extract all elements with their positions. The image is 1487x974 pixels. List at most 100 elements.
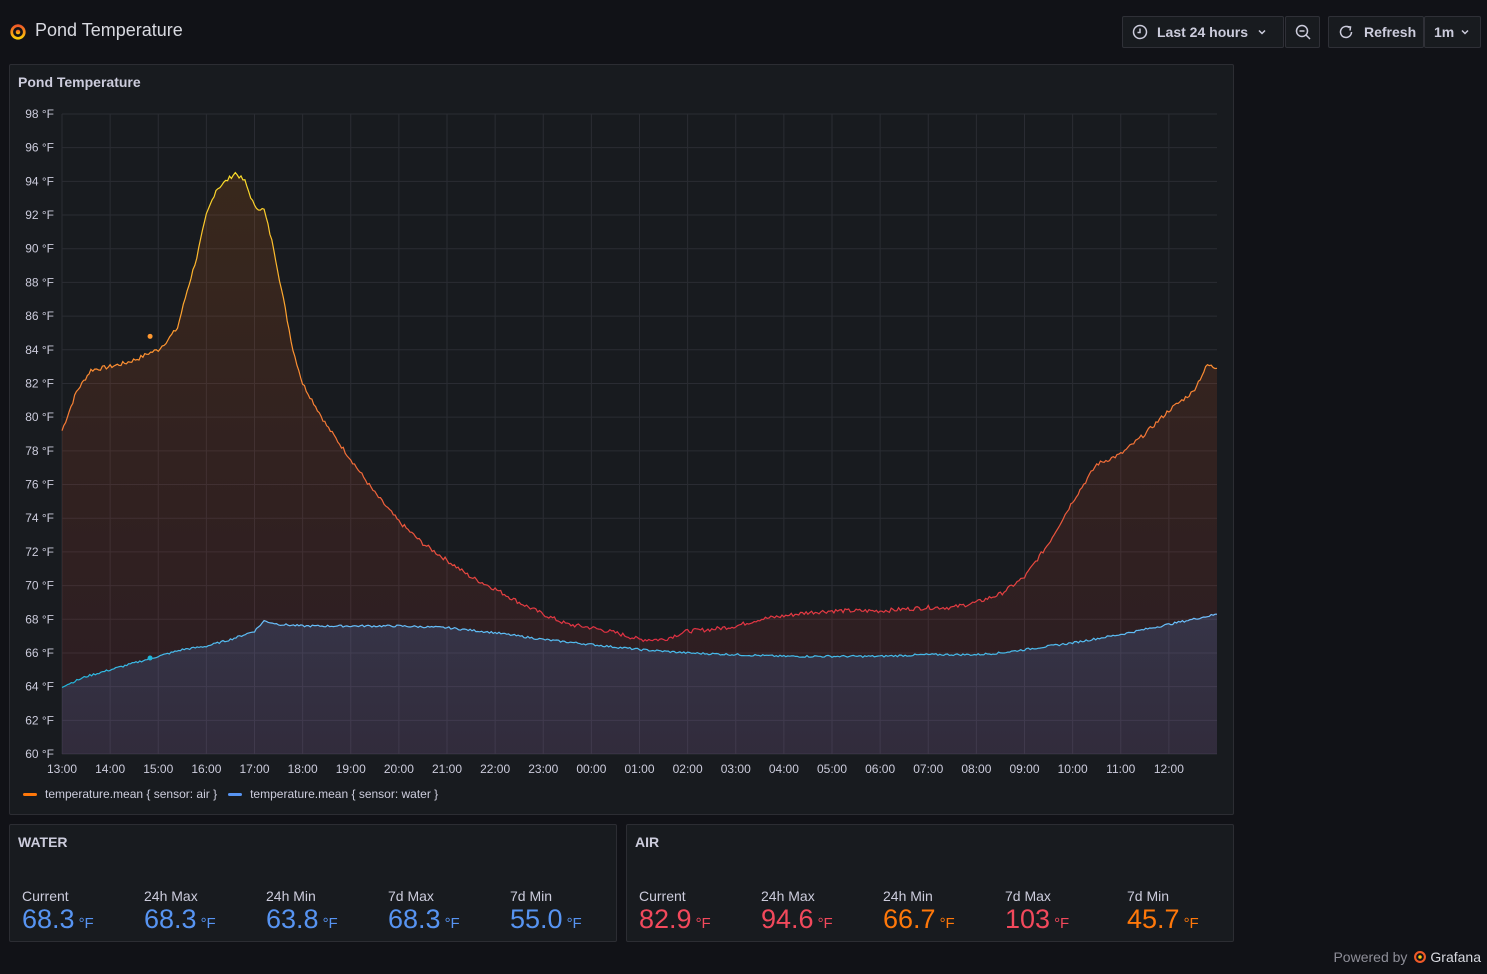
x-tick-label: 19:00 — [336, 762, 366, 776]
x-tick-label: 15:00 — [143, 762, 173, 776]
water-series-area — [62, 614, 1217, 754]
air-stat-panel: AIR Current 82.9 °F 24h Max 94.6 °F 24h Mi… — [626, 824, 1234, 942]
y-tick-label: 80 °F — [25, 410, 54, 424]
chart-panel: 60 °F 62 °F 64 °F 66 °F 68 °F 70 °F 72 °F 74 °F… — [9, 64, 1234, 815]
y-tick-label: 94 °F — [25, 174, 54, 188]
x-tick-label: 11:00 — [1106, 762, 1135, 776]
footer: Powered by Grafana — [1333, 949, 1481, 965]
y-tick-label: 98 °F — [25, 107, 54, 121]
air-stat-7d-min: 7d Min 45.7 °F — [1127, 888, 1199, 935]
water-stat-24h-min: 24h Min 63.8 °F — [266, 888, 338, 935]
stat-label: 7d Min — [1127, 888, 1170, 904]
stat-label: 24h Min — [883, 888, 933, 904]
y-tick-label: 74 °F — [25, 511, 54, 525]
y-tick-label: 68 °F — [25, 612, 54, 626]
refresh-button[interactable]: Refresh — [1328, 16, 1424, 48]
time-range-picker[interactable]: Last 24 hours — [1122, 16, 1284, 48]
y-tick-label: 64 °F — [25, 680, 54, 694]
legend-swatch-water — [228, 792, 243, 796]
chevron-down-icon — [1461, 29, 1469, 35]
water-stat-7d-max: 7d Max 68.3 °F — [388, 888, 460, 935]
stat-label: Current — [639, 888, 686, 904]
x-tick-label: 13:00 — [47, 762, 77, 776]
refresh-interval-picker[interactable]: 1m — [1424, 16, 1481, 48]
y-tick-label: 86 °F — [25, 309, 54, 323]
x-tick-label: 16:00 — [191, 762, 221, 776]
x-tick-label: 23:00 — [528, 762, 558, 776]
y-tick-label: 60 °F — [25, 747, 54, 761]
x-tick-label: 05:00 — [817, 762, 847, 776]
y-tick-label: 88 °F — [25, 275, 54, 289]
water-stat-24h-max: 24h Max 68.3 °F — [144, 888, 216, 935]
stat-value: 45.7 °F — [1127, 904, 1199, 934]
air-stat-7d-max: 7d Max 103 °F — [1005, 888, 1069, 935]
y-tick-label: 82 °F — [25, 376, 54, 390]
grafana-brand-link[interactable]: Grafana — [1430, 949, 1481, 965]
legend-label-water: temperature.mean { sensor: water } — [250, 787, 439, 801]
air-stat-current: Current 82.9 °F — [639, 888, 711, 935]
y-tick-label: 72 °F — [25, 545, 54, 559]
x-tick-label: 10:00 — [1058, 762, 1088, 776]
x-tick-label: 22:00 — [480, 762, 510, 776]
stat-value: 68.3 °F — [388, 904, 460, 934]
y-tick-label: 84 °F — [25, 343, 54, 357]
grafana-logo-icon[interactable] — [9, 23, 27, 41]
y-tick-label: 62 °F — [25, 713, 54, 727]
x-tick-label: 08:00 — [961, 762, 991, 776]
chart-panel-title[interactable]: Pond Temperature — [18, 74, 141, 90]
air-series-line — [61, 171, 1218, 643]
legend-item-air[interactable]: temperature.mean { sensor: air } — [23, 787, 217, 801]
refresh-label: Refresh — [1364, 24, 1417, 40]
air-stat-24h-min: 24h Min 66.7 °F — [883, 888, 955, 935]
water-panel-title[interactable]: WATER — [18, 834, 68, 850]
y-tick-label: 76 °F — [25, 478, 54, 492]
water-data-point — [147, 655, 153, 661]
chart-legend: temperature.mean { sensor: air } tempera… — [23, 787, 449, 801]
refresh-interval-label: 1m — [1434, 24, 1455, 40]
stat-value: 63.8 °F — [266, 904, 338, 934]
time-series-chart[interactable]: 60 °F 62 °F 64 °F 66 °F 68 °F 70 °F 72 °F 74 °F… — [10, 65, 1235, 816]
x-tick-label: 21:00 — [432, 762, 462, 776]
legend-swatch-air — [23, 792, 37, 796]
top-bar: Pond Temperature Last 24 hours Refresh 1… — [0, 0, 1487, 64]
clock-icon — [1132, 24, 1148, 40]
dashboard-title[interactable]: Pond Temperature — [35, 20, 183, 40]
water-stat-7d-min: 7d Min 55.0 °F — [510, 888, 582, 935]
y-tick-label: 90 °F — [25, 242, 54, 256]
zoom-out-icon — [1295, 24, 1311, 40]
chevron-down-icon — [1258, 29, 1266, 35]
grafana-logo-icon — [1414, 951, 1427, 963]
stat-label: 24h Max — [144, 888, 198, 904]
x-tick-label: 02:00 — [673, 762, 703, 776]
stat-value: 103 °F — [1005, 904, 1070, 934]
powered-by-text: Powered by — [1333, 949, 1408, 965]
zoom-out-button[interactable] — [1285, 16, 1320, 48]
time-range-label: Last 24 hours — [1157, 24, 1249, 40]
y-tick-label: 78 °F — [25, 444, 54, 458]
stat-label: 7d Max — [388, 888, 434, 904]
x-tick-label: 04:00 — [769, 762, 799, 776]
x-tick-label: 20:00 — [384, 762, 414, 776]
stat-value: 68.3 °F — [22, 904, 94, 934]
x-tick-label: 12:00 — [1154, 762, 1184, 776]
air-stat-24h-max: 24h Max 94.6 °F — [761, 888, 833, 935]
water-series-line — [61, 613, 1217, 688]
x-tick-label: 14:00 — [95, 762, 125, 776]
legend-item-water[interactable]: temperature.mean { sensor: water } — [228, 787, 438, 801]
stat-label: 24h Min — [266, 888, 316, 904]
x-tick-label: 17:00 — [239, 762, 269, 776]
x-tick-label: 01:00 — [624, 762, 654, 776]
y-tick-label: 96 °F — [25, 141, 54, 155]
air-series-area — [62, 172, 1217, 755]
x-tick-label: 00:00 — [576, 762, 606, 776]
air-data-point — [147, 333, 153, 339]
refresh-icon — [1339, 25, 1353, 39]
stat-value: 94.6 °F — [761, 904, 833, 934]
x-tick-label: 18:00 — [288, 762, 318, 776]
stat-label: 7d Max — [1005, 888, 1051, 904]
stat-value: 55.0 °F — [510, 904, 582, 934]
air-panel-title[interactable]: AIR — [635, 834, 660, 850]
x-tick-label: 09:00 — [1009, 762, 1039, 776]
stat-value: 68.3 °F — [144, 904, 216, 934]
stat-value: 66.7 °F — [883, 904, 955, 934]
